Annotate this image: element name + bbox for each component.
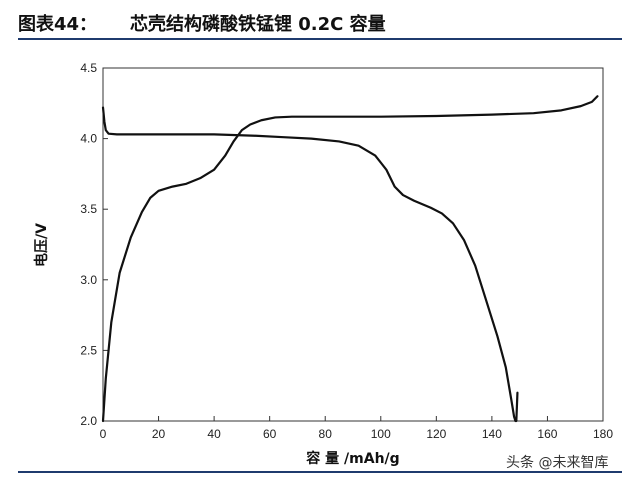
figure-label: 图表44： [18,14,98,35]
x-tick-label: 140 [482,427,502,441]
x-tick-label: 160 [537,427,557,441]
watermark: 头条 @未来智库 [506,455,609,471]
x-tick-label: 100 [371,427,391,441]
series-line-2 [101,106,517,423]
x-tick-label: 60 [263,427,277,441]
x-tick-label: 120 [426,427,446,441]
figure-title: 芯壳结构磷酸铁锰锂 0.2C 容量 [130,14,386,35]
x-tick-label: 40 [207,427,221,441]
y-tick-label: 4.0 [80,132,97,146]
y-tick-label: 4.5 [80,61,97,75]
y-tick-label: 3.5 [80,202,97,216]
x-axis-title: 容 量 /mAh/g [305,450,399,467]
x-tick-label: 180 [593,427,613,441]
figure-header: 图表44： 芯壳结构磷酸铁锰锂 0.2C 容量 [18,8,622,38]
y-tick-label: 3.0 [80,273,97,287]
x-axis: 0 20 40 60 80 100 120 140 160 180 [100,416,613,441]
x-tick-label: 0 [100,427,107,441]
y-tick-label: 2.5 [80,343,97,357]
series-group [101,95,599,423]
header-rule [18,38,622,40]
y-axis-title: 电压/V [33,223,50,267]
y-tick-label: 2.0 [80,414,97,428]
x-tick-label: 20 [152,427,166,441]
footer-rule [18,471,622,473]
series-line-3 [515,391,519,423]
plot-frame [102,67,604,422]
x-tick-label: 80 [319,427,333,441]
y-axis: 2.0 2.5 3.0 3.5 4.0 4.5 [80,61,108,428]
